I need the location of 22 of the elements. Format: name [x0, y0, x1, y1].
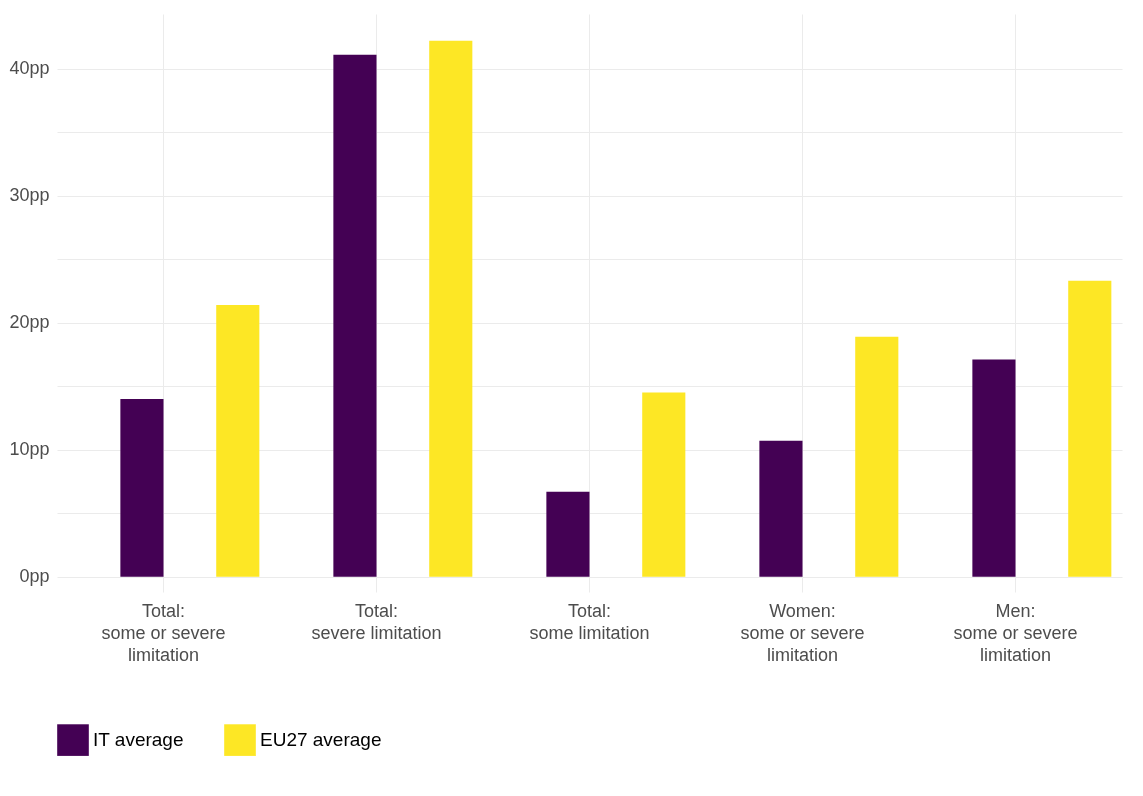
y-tick-label: 10pp	[9, 439, 50, 460]
x-tick-label: Total: some or severe limitation	[101, 600, 226, 665]
legend-label: EU27 average	[260, 729, 382, 751]
bar	[759, 440, 803, 577]
x-tick-label: Total: severe limitation	[311, 600, 442, 643]
x-tick-label: Men: some or severe limitation	[953, 600, 1078, 665]
legend-label: IT average	[93, 729, 184, 751]
y-tick-label: 20pp	[9, 312, 50, 333]
y-tick-label: 40pp	[9, 58, 50, 79]
bar	[972, 359, 1016, 577]
y-tick-label: 0pp	[19, 566, 50, 587]
bar	[642, 392, 686, 577]
bar	[855, 336, 899, 577]
bar	[429, 40, 473, 577]
x-tick-label: Women: some or severe limitation	[740, 600, 865, 665]
bar	[546, 491, 590, 577]
y-tick-label: 30pp	[9, 185, 50, 206]
bar	[216, 304, 260, 577]
bar	[1068, 280, 1112, 577]
bar	[333, 54, 377, 577]
x-tick-label: Total: some limitation	[529, 600, 650, 643]
bar	[120, 398, 164, 577]
